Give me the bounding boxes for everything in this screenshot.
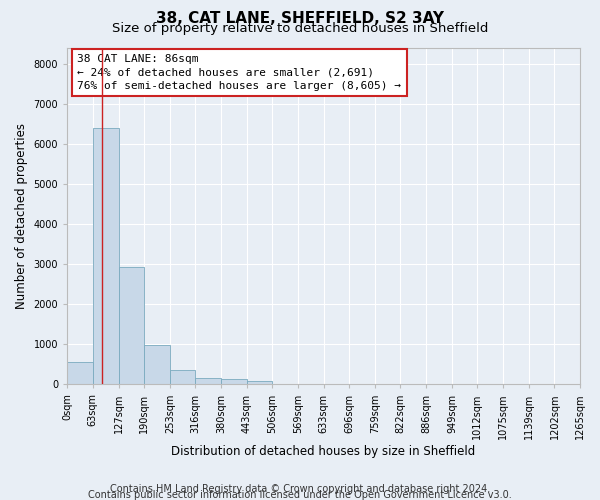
Bar [170, 370, 196, 384]
Text: 38, CAT LANE, SHEFFIELD, S2 3AY: 38, CAT LANE, SHEFFIELD, S2 3AY [156, 11, 444, 26]
Text: Contains public sector information licensed under the Open Government Licence v3: Contains public sector information licen… [88, 490, 512, 500]
Text: Contains HM Land Registry data © Crown copyright and database right 2024.: Contains HM Land Registry data © Crown c… [110, 484, 490, 494]
X-axis label: Distribution of detached houses by size in Sheffield: Distribution of detached houses by size … [172, 444, 476, 458]
Y-axis label: Number of detached properties: Number of detached properties [15, 123, 28, 309]
Text: 38 CAT LANE: 86sqm
← 24% of detached houses are smaller (2,691)
76% of semi-deta: 38 CAT LANE: 86sqm ← 24% of detached hou… [77, 54, 401, 90]
Text: Size of property relative to detached houses in Sheffield: Size of property relative to detached ho… [112, 22, 488, 35]
Bar [196, 378, 221, 384]
Bar [221, 379, 247, 384]
Bar [67, 362, 93, 384]
Bar [119, 268, 144, 384]
Bar [247, 381, 272, 384]
Bar [144, 344, 170, 385]
Bar [93, 128, 119, 384]
